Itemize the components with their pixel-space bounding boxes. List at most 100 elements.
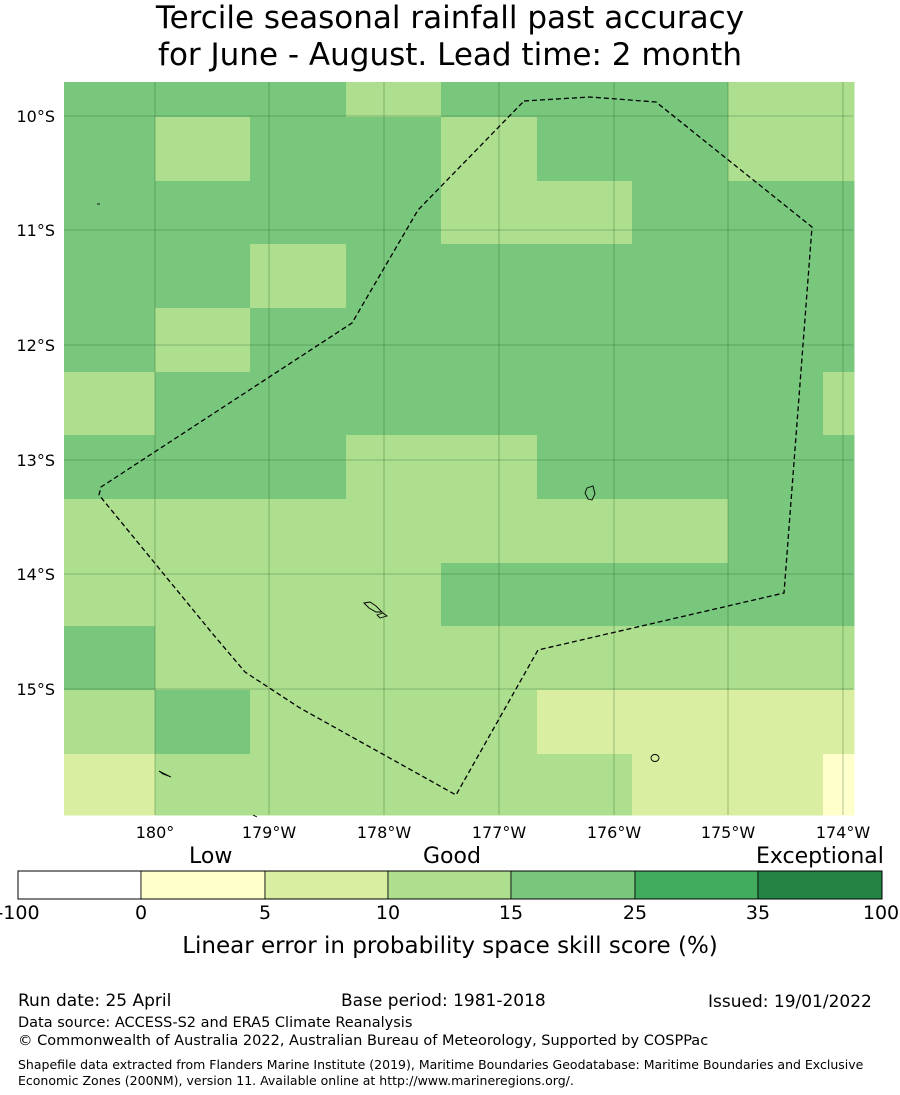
grid-cell	[728, 690, 824, 755]
grid-cell	[346, 181, 442, 245]
grid-cell	[441, 435, 538, 500]
grid-cell	[346, 754, 442, 816]
grid-cell	[632, 372, 729, 436]
grid-cell	[250, 499, 347, 564]
run-date: Run date: 25 April	[18, 991, 172, 1011]
grid-cell	[728, 372, 824, 436]
colorbar-tick: -100	[0, 902, 40, 924]
colorbar-tick: 100	[862, 902, 900, 924]
grid-cell	[155, 117, 251, 182]
colorbar-segment	[510, 870, 636, 900]
colorbar-segment	[387, 870, 512, 900]
grid-cell	[346, 244, 442, 309]
colorbar-tick: 10	[375, 902, 401, 924]
grid-cell	[632, 308, 729, 373]
grid-cell	[346, 117, 442, 182]
colorbar-segment	[264, 870, 389, 900]
grid-cell	[632, 690, 729, 755]
grid-cell	[537, 626, 633, 691]
grid-cell	[728, 626, 824, 691]
lon-label: 175°W	[701, 823, 756, 840]
grid-cell	[823, 181, 855, 245]
title-line-1: Tercile seasonal rainfall past accuracy	[155, 0, 745, 36]
grid-cell	[155, 244, 251, 309]
grid-cell	[728, 754, 824, 816]
grid-cell	[346, 690, 442, 755]
grid-cell	[823, 563, 855, 627]
lat-label: 14°S	[16, 565, 55, 584]
grid-cell	[155, 372, 251, 436]
grid-cell	[537, 308, 633, 373]
grid-cell	[250, 690, 347, 755]
grid-cell	[64, 690, 156, 755]
grid-cell	[64, 244, 156, 309]
colorbar-label: Linear error in probability space skill …	[182, 933, 718, 959]
grid-cell	[728, 244, 824, 309]
grid-cell	[823, 372, 855, 436]
colorbar-segment	[17, 870, 142, 900]
grid-lines	[64, 82, 853, 815]
grid-cell	[441, 82, 538, 118]
grid-cell	[632, 244, 729, 309]
grid-cell	[537, 563, 633, 627]
grid-cell	[537, 435, 633, 500]
colorbar-word-exceptional: Exceptional	[756, 844, 884, 869]
grid-cell	[823, 754, 855, 816]
grid-cell	[632, 435, 729, 500]
grid-cell	[632, 563, 729, 627]
grid-cell	[537, 117, 633, 182]
grid-cell	[728, 308, 824, 373]
grid-cell	[155, 626, 251, 691]
colorbar-tick: 0	[134, 902, 148, 924]
colorbar	[17, 870, 883, 900]
grid-cell	[64, 754, 156, 816]
island-outlines	[97, 203, 660, 818]
grid-cell	[823, 117, 855, 182]
grid-cell	[64, 117, 156, 182]
colorbar-word-good: Good	[423, 844, 481, 869]
grid-cell	[441, 499, 538, 564]
skill-grid	[64, 82, 855, 816]
grid-cell	[441, 563, 538, 627]
colorbar-tick: 35	[745, 902, 771, 924]
grid-cell	[64, 308, 156, 373]
grid-cell	[346, 563, 442, 627]
grid-cell	[728, 117, 824, 182]
grid-cell	[441, 308, 538, 373]
colorbar-tick: 15	[498, 902, 524, 924]
eez-boundary	[98, 96, 813, 796]
grid-cell	[632, 499, 729, 564]
grid-cell	[346, 626, 442, 691]
colorbar-word-low: Low	[189, 844, 233, 869]
grid-cell	[346, 499, 442, 564]
grid-cell	[632, 117, 729, 182]
grid-cell	[632, 626, 729, 691]
grid-cell	[441, 626, 538, 691]
grid-cell	[537, 690, 633, 755]
grid-cell	[346, 372, 442, 436]
grid-cell	[155, 308, 251, 373]
grid-cell	[823, 690, 855, 755]
grid-cell	[64, 563, 156, 627]
lon-label: 177°W	[472, 823, 527, 840]
lat-label: 12°S	[16, 336, 55, 355]
grid-cell	[64, 82, 156, 118]
grid-cell	[155, 435, 251, 500]
grid-cell	[250, 563, 347, 627]
grid-cell	[537, 754, 633, 816]
grid-cell	[250, 626, 347, 691]
grid-cell	[64, 435, 156, 500]
map-panel: 10°S 11°S 12°S 13°S 14°S 15°S 180° 179°W…	[16, 82, 870, 840]
lat-label: 15°S	[16, 680, 55, 699]
grid-cell	[728, 181, 824, 245]
grid-cell	[250, 117, 347, 182]
grid-cell	[155, 499, 251, 564]
grid-cell	[250, 181, 347, 245]
grid-cell	[250, 244, 347, 309]
grid-cell	[346, 435, 442, 500]
grid-cell	[64, 181, 156, 245]
grid-cell	[823, 244, 855, 309]
colorbar-segment	[757, 870, 883, 900]
grid-cell	[155, 690, 251, 755]
data-source: Data source: ACCESS-S2 and ERA5 Climate …	[18, 1015, 413, 1031]
